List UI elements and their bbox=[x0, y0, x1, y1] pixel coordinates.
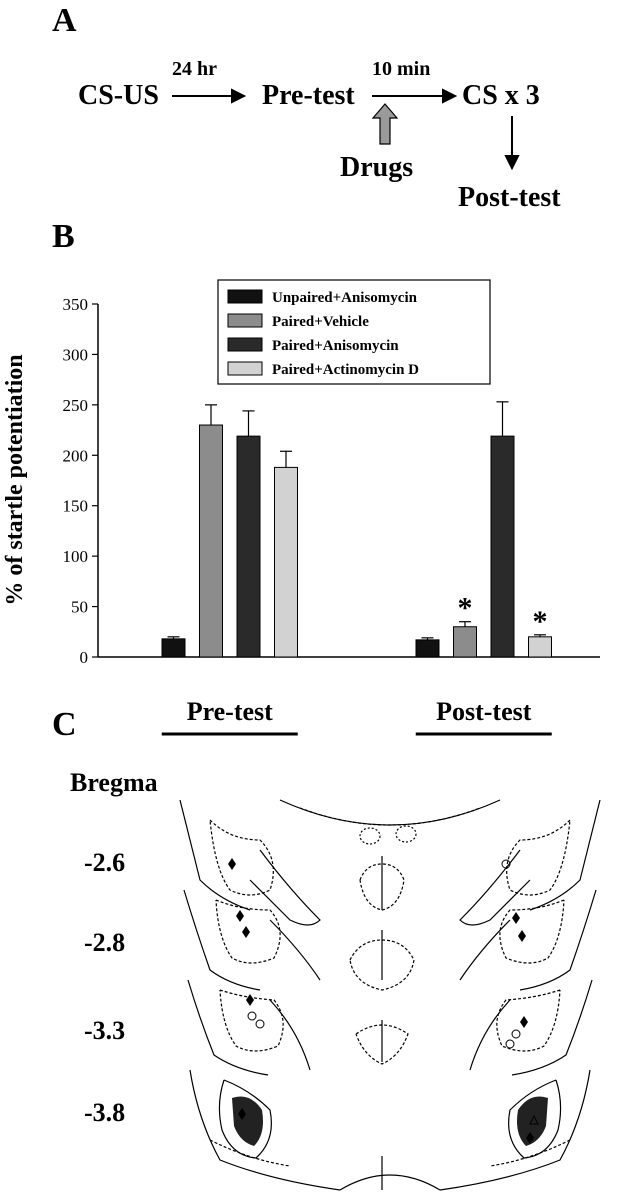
bregma-level-3: -3.3 bbox=[84, 1016, 126, 1045]
y-tick-label: 100 bbox=[63, 547, 89, 566]
bar bbox=[199, 424, 223, 658]
panel-b-label: B bbox=[52, 218, 75, 255]
flow-step-pre-test: Pre-test bbox=[262, 80, 355, 111]
panel-a-label: A bbox=[52, 2, 77, 39]
bregma-level-1: -2.6 bbox=[84, 848, 126, 877]
legend-entry: Paired+Vehicle bbox=[272, 314, 369, 330]
legend-swatch bbox=[227, 337, 263, 352]
y-tick-label: 300 bbox=[63, 345, 89, 364]
arrow-down-post-test bbox=[504, 116, 520, 171]
y-tick-label: 200 bbox=[63, 446, 89, 465]
brain-sections-illustration bbox=[179, 799, 601, 1191]
flow-drugs-label: Drugs bbox=[340, 152, 414, 183]
drugs-up-arrow bbox=[371, 103, 399, 145]
bregma-title: Bregma bbox=[70, 768, 158, 797]
bar bbox=[490, 435, 515, 658]
legend-swatch bbox=[227, 361, 263, 376]
bar bbox=[453, 626, 477, 658]
arrow-10min bbox=[372, 88, 458, 104]
significance-star: * bbox=[533, 605, 548, 638]
arrow-24hr bbox=[172, 88, 247, 104]
y-tick-label: 150 bbox=[63, 497, 89, 516]
y-tick-label: 350 bbox=[63, 295, 89, 314]
legend-entry: Paired+Anisomycin bbox=[272, 338, 399, 354]
bregma-level-2: -2.8 bbox=[84, 928, 126, 957]
bar bbox=[236, 435, 261, 658]
flow-step-cs-x3: CS x 3 bbox=[462, 80, 540, 111]
legend-box bbox=[217, 279, 491, 385]
y-tick-label: 250 bbox=[63, 396, 89, 415]
chart-bars: Pre-test * * Post-test bbox=[161, 401, 552, 736]
bar bbox=[161, 638, 186, 658]
flow-step-cs-us: CS-US bbox=[78, 80, 159, 111]
y-tick-label: 0 bbox=[80, 648, 89, 667]
legend-swatch bbox=[227, 313, 263, 328]
flow-arrows bbox=[172, 88, 520, 171]
chart-axis: 0 50 100 150 200 250 300 350 bbox=[63, 295, 600, 667]
legend-entry: Unpaired+Anisomycin bbox=[272, 290, 418, 306]
bar bbox=[274, 466, 298, 658]
flow-arrow1-label: 24 hr bbox=[172, 58, 217, 80]
chart-legend: Unpaired+Anisomycin Paired+Vehicle Paired+… bbox=[217, 279, 491, 385]
startle-bar-chart: 0 50 100 150 200 250 300 350 Pre-test * * Post-tes… bbox=[2, 279, 600, 736]
flow-arrow2-label: 10 min bbox=[372, 58, 431, 80]
y-axis-label: % of startle potentiation bbox=[2, 354, 28, 605]
bar bbox=[415, 639, 440, 658]
category-label: Pre-test bbox=[187, 697, 273, 726]
bar bbox=[528, 636, 552, 658]
flow-step-post-test: Post-test bbox=[458, 182, 561, 213]
legend-entry: Paired+Actinomycin D bbox=[272, 362, 419, 378]
bregma-level-4: -3.8 bbox=[84, 1098, 126, 1127]
category-label: Post-test bbox=[436, 697, 532, 726]
significance-star: * bbox=[458, 592, 473, 625]
panel-c-label: C bbox=[52, 706, 77, 743]
legend-swatch bbox=[227, 289, 263, 304]
y-tick-label: 50 bbox=[71, 598, 88, 617]
